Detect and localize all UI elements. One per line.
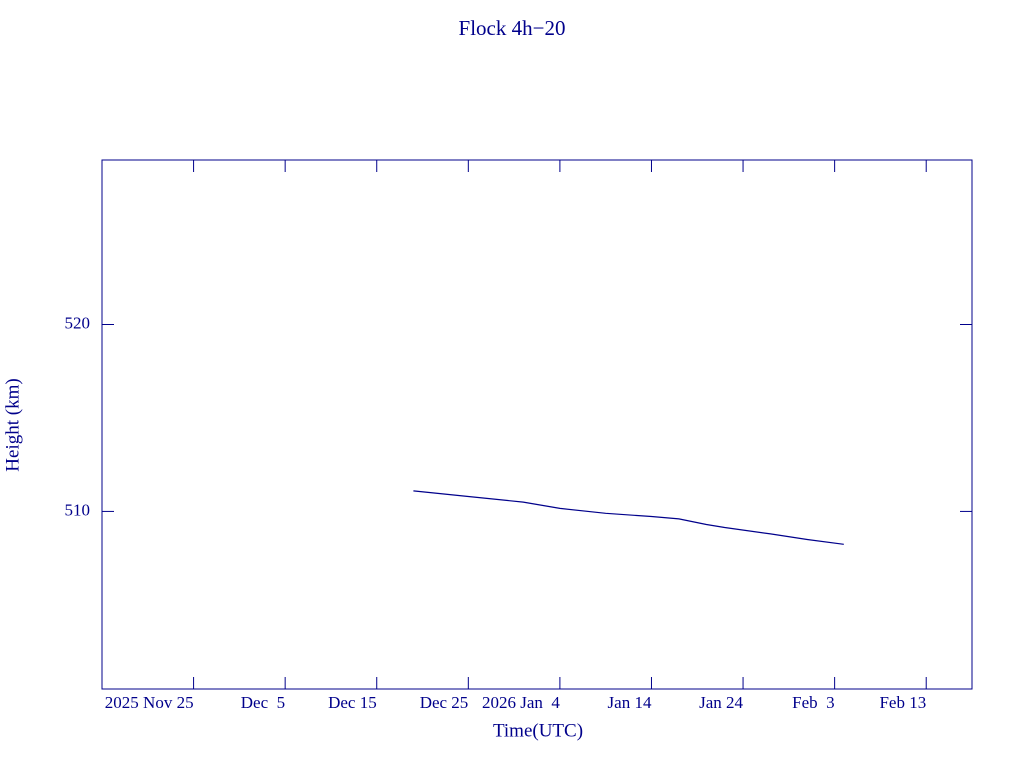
x-tick-label: Jan 14 [608,693,652,712]
y-tick-label: 510 [65,500,91,519]
x-tick-label: Dec 5 [241,693,285,712]
x-tick-label: Dec 25 [420,693,469,712]
x-tick-label: Feb 3 [792,693,835,712]
x-tick-label: Dec 15 [328,693,377,712]
x-tick-label: 2025 Nov 25 [105,693,194,712]
x-tick-label: Jan 24 [699,693,743,712]
y-axis-label: Height (km) [2,378,23,471]
x-tick-label: 2026 Jan 4 [482,693,560,712]
chart-title: Flock 4h−20 [459,16,566,40]
plot-frame [101,159,973,690]
x-tick-label: Feb 13 [879,693,926,712]
data-line [413,490,844,545]
x-axis-label: Time(UTC) [493,720,583,741]
y-tick-label: 520 [65,313,91,332]
